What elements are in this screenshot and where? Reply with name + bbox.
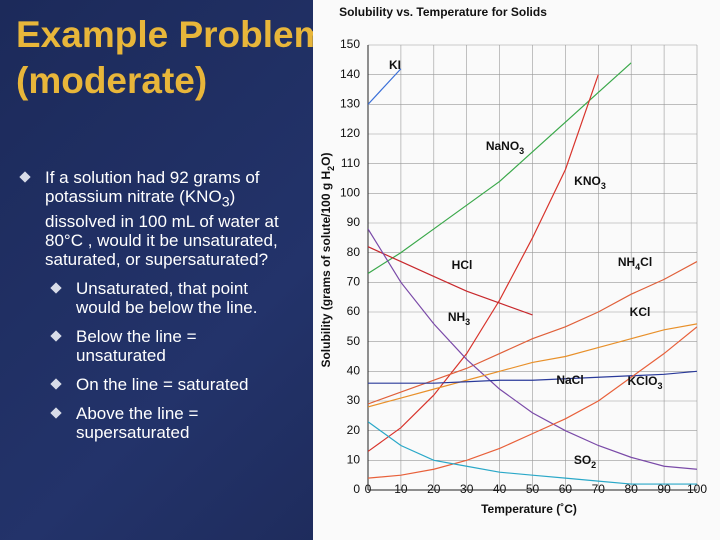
series-line <box>368 74 599 452</box>
y-tick-label: 80 <box>347 245 361 259</box>
y-tick-label: 30 <box>347 393 361 407</box>
y-tick-label: 20 <box>347 423 361 437</box>
y-tick-label: 40 <box>347 364 361 378</box>
bullet-text: If a solution had 92 grams of potassium … <box>45 168 279 270</box>
slide-title: Example Problem (moderate) <box>16 14 327 101</box>
slide-body: If a solution had 92 grams of potassium … <box>18 168 288 442</box>
sub-bullet: On the line = saturated <box>18 375 288 394</box>
series-line <box>368 68 402 105</box>
bullet-text: Above the line = supersaturated <box>76 404 199 443</box>
series-line <box>368 370 697 384</box>
x-tick-label: 80 <box>625 482 639 496</box>
chart: Solubility vs. Temperature for Solids Te… <box>313 0 720 540</box>
x-tick-label: 30 <box>460 482 474 496</box>
bullet: If a solution had 92 grams of potassium … <box>18 168 288 269</box>
x-axis-label: Temperature (˚C) <box>481 502 577 516</box>
y-tick-label: 140 <box>340 67 360 81</box>
y-tick-label: 0 <box>353 482 360 496</box>
series-label: NaCl <box>556 373 583 387</box>
series-line <box>368 261 697 405</box>
x-tick-label: 60 <box>559 482 573 496</box>
series-line <box>368 246 533 316</box>
bullet-text: On the line = saturated <box>76 375 249 395</box>
bullet-icon <box>50 378 62 391</box>
bullet-icon <box>19 171 31 183</box>
series-label: NH4Cl <box>618 255 652 272</box>
series-label: KI <box>389 58 401 72</box>
y-tick-label: 60 <box>347 304 361 318</box>
x-tick-label: 70 <box>592 482 606 496</box>
chart-title: Solubility vs. Temperature for Solids <box>339 5 547 19</box>
series-label: HCl <box>452 258 473 272</box>
bullet-icon <box>50 407 62 420</box>
series-label: SO2 <box>574 453 596 470</box>
series-line <box>368 323 697 408</box>
x-tick-label: 40 <box>493 482 507 496</box>
y-tick-label: 110 <box>341 156 360 170</box>
bullet-icon <box>50 330 62 343</box>
y-tick-label: 10 <box>347 453 361 467</box>
y-tick-label: 90 <box>347 215 361 229</box>
x-tick-label: 90 <box>657 482 671 496</box>
y-axis-label: Solubility (grams of solute/100 g H2O) <box>319 152 336 367</box>
x-tick-label: 100 <box>687 482 707 496</box>
sub-bullet: Below the line = unsaturated <box>18 327 288 365</box>
y-tick-label: 50 <box>347 334 361 348</box>
sub-bullet: Unsaturated, that point would be below t… <box>18 279 288 317</box>
series-label: NH3 <box>448 310 470 327</box>
series-label: KCl <box>630 305 651 319</box>
x-tick-label: 20 <box>427 482 441 496</box>
series-label: KClO3 <box>627 374 662 391</box>
series-label: KNO3 <box>574 174 606 191</box>
series-line <box>368 326 697 479</box>
y-tick-label: 100 <box>340 186 360 200</box>
series-label: NaNO3 <box>486 139 524 156</box>
series-line <box>368 62 632 274</box>
series-line <box>368 421 697 485</box>
sub-bullet: Above the line = supersaturated <box>18 404 288 442</box>
x-tick-label: 50 <box>526 482 540 496</box>
bullet-text: Unsaturated, that point would be below t… <box>76 279 258 318</box>
x-tick-label: 10 <box>394 482 408 496</box>
y-tick-label: 130 <box>340 97 360 111</box>
y-tick-label: 70 <box>347 275 361 289</box>
bullet-icon <box>50 282 62 295</box>
y-tick-label: 150 <box>340 37 360 51</box>
y-tick-label: 120 <box>340 126 360 140</box>
series-line <box>368 228 697 470</box>
bullet-text: Below the line = unsaturated <box>76 327 197 366</box>
